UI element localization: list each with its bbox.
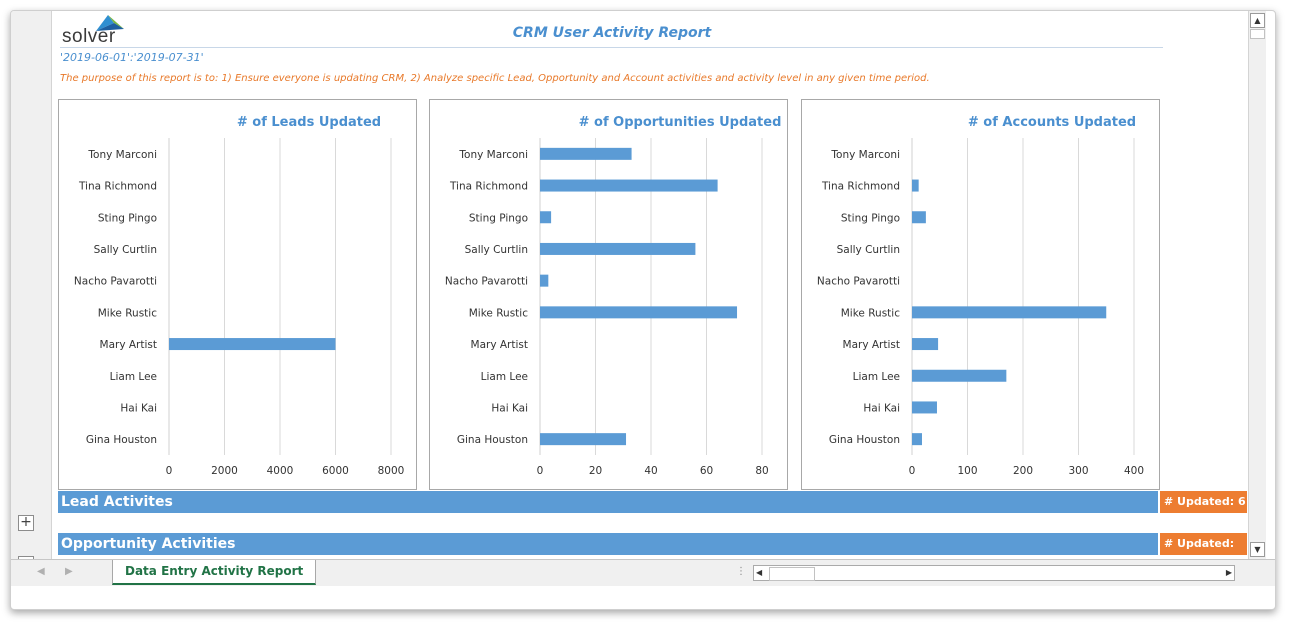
x-tick-label: 0 [166,465,173,477]
category-label: Liam Lee [481,371,528,383]
solver-logo-icon [96,15,124,31]
category-label: Nacho Pavarotti [74,276,157,288]
prev-sheet-icon[interactable]: ◀ [37,566,45,577]
x-tick-label: 100 [957,465,977,477]
category-label: Sting Pingo [98,212,157,224]
x-tick-label: 20 [589,465,602,477]
solver-logo-text: solver [62,26,116,47]
scroll-left-arrow-icon[interactable]: ◀ [756,568,763,577]
x-tick-label: 8000 [378,465,405,477]
bar[interactable] [912,179,919,192]
section-lead-activities[interactable]: Lead Activites [58,491,1158,513]
x-tick-label: 200 [1013,465,1033,477]
x-tick-label: 60 [700,465,713,477]
scroll-up-arrow-icon[interactable]: ▲ [1250,13,1265,28]
category-label: Hai Kai [863,402,900,414]
category-label: Sally Curtlin [837,244,900,256]
category-label: Tina Richmond [78,181,157,193]
section-opportunity-activities[interactable]: Opportunity Activities [58,533,1158,555]
category-label: Liam Lee [853,371,900,383]
category-label: Mike Rustic [841,307,900,319]
bar[interactable] [540,179,718,192]
chart-svg: # of Accounts Updated 0 100 200 300 400 Tony M… [817,115,1144,477]
bar[interactable] [912,401,937,414]
bar[interactable] [540,147,632,160]
opportunity-updated-count: # Updated: [1160,533,1247,555]
category-label: Mike Rustic [98,307,157,319]
bar[interactable] [912,306,1107,319]
category-label: Sally Curtlin [465,244,528,256]
chart-title: # of Leads Updated [237,115,381,130]
x-tick-label: 300 [1068,465,1088,477]
category-label: Gina Houston [457,434,528,446]
category-label: Liam Lee [110,371,157,383]
spreadsheet-window: + solver CRM User Activity Report '2019-… [10,10,1276,610]
chart-svg: # of Leads Updated 0 2000 4000 6000 8000 Tony … [74,115,405,477]
category-label: Hai Kai [120,402,157,414]
leads-chart[interactable]: # of Leads Updated 0 2000 4000 6000 8000 Tony … [58,99,417,490]
outline-gutter: + [11,11,52,560]
report-purpose: The purpose of this report is to: 1) Ens… [60,73,930,84]
chart-svg: # of Opportunities Updated 0 20 40 60 80 Tony … [445,115,782,477]
outline-button-partial[interactable] [18,556,34,560]
x-tick-label: 4000 [267,465,294,477]
x-tick-label: 40 [644,465,657,477]
bar[interactable] [540,433,627,446]
x-tick-label: 80 [755,465,768,477]
chart-title: # of Accounts Updated [968,115,1136,130]
x-tick-label: 400 [1124,465,1144,477]
vertical-scrollbar[interactable]: ▲ ▼ [1248,11,1266,559]
category-label: Mary Artist [100,339,157,351]
category-label: Tina Richmond [821,181,900,193]
accounts-chart[interactable]: # of Accounts Updated 0 100 200 300 400 Tony M… [801,99,1160,490]
bar[interactable] [540,211,552,224]
x-tick-label: 2000 [211,465,238,477]
category-label: Mary Artist [843,339,900,351]
split-handle-icon[interactable]: ⋮ [736,566,746,577]
scroll-right-arrow-icon[interactable]: ▶ [1225,568,1232,577]
sheet-tab-bar: ◀ ▶ Data Entry Activity Report ⋮ ◀ ▶ [11,559,1275,586]
category-label: Nacho Pavarotti [817,276,900,288]
bar[interactable] [169,338,336,351]
x-tick-label: 6000 [322,465,349,477]
title-divider [60,47,1163,48]
worksheet: solver CRM User Activity Report '2019-06… [52,11,1247,559]
category-label: Tony Marconi [458,149,528,161]
lead-updated-count: # Updated: 6 [1160,491,1247,513]
bar[interactable] [912,433,922,446]
category-label: Sting Pingo [841,212,900,224]
category-label: Gina Houston [829,434,900,446]
bar[interactable] [912,369,1007,382]
category-label: Nacho Pavarotti [445,276,528,288]
category-label: Mike Rustic [469,307,528,319]
category-label: Sting Pingo [469,212,528,224]
category-label: Hai Kai [491,402,528,414]
horizontal-scrollbar[interactable]: ◀ ▶ [753,565,1235,581]
report-title: CRM User Activity Report [512,25,712,41]
solver-logo: solver [62,13,142,53]
bar[interactable] [540,242,696,255]
chart-title: # of Opportunities Updated [579,115,782,130]
date-range: '2019-06-01':'2019-07-31' [60,51,204,64]
horizontal-scroll-thumb[interactable] [769,567,815,581]
sheet-tab-data-entry-activity-report[interactable]: Data Entry Activity Report [112,560,317,585]
category-label: Gina Houston [86,434,157,446]
outline-expand-button[interactable]: + [18,515,34,531]
bar[interactable] [912,338,939,351]
category-label: Sally Curtlin [94,244,157,256]
category-label: Mary Artist [471,339,528,351]
opportunities-chart[interactable]: # of Opportunities Updated 0 20 40 60 80 Tony … [429,99,788,490]
next-sheet-icon[interactable]: ▶ [65,566,73,577]
vertical-scroll-thumb[interactable] [1250,29,1265,39]
bar[interactable] [540,274,549,287]
scroll-down-arrow-icon[interactable]: ▼ [1250,542,1265,557]
category-label: Tony Marconi [830,149,900,161]
x-tick-label: 0 [537,465,544,477]
category-label: Tony Marconi [87,149,157,161]
bar[interactable] [912,211,926,224]
x-tick-label: 0 [909,465,916,477]
bar[interactable] [540,306,738,319]
category-label: Tina Richmond [449,181,528,193]
